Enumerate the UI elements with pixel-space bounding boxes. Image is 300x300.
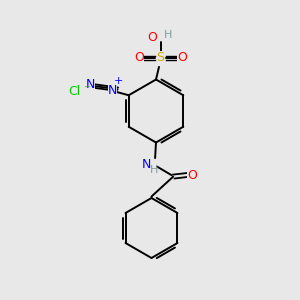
Text: S: S (157, 51, 164, 64)
Text: N: N (86, 78, 95, 91)
Text: O: O (177, 51, 187, 64)
Text: O: O (148, 31, 158, 44)
Text: +: + (114, 76, 124, 86)
Text: O: O (134, 51, 144, 64)
Text: O: O (187, 169, 196, 182)
Text: H: H (164, 29, 172, 40)
Text: ⁻: ⁻ (84, 84, 90, 94)
Text: N: N (141, 158, 151, 171)
Text: H: H (150, 165, 158, 175)
Text: N: N (107, 84, 117, 97)
Text: Cl: Cl (68, 85, 80, 98)
